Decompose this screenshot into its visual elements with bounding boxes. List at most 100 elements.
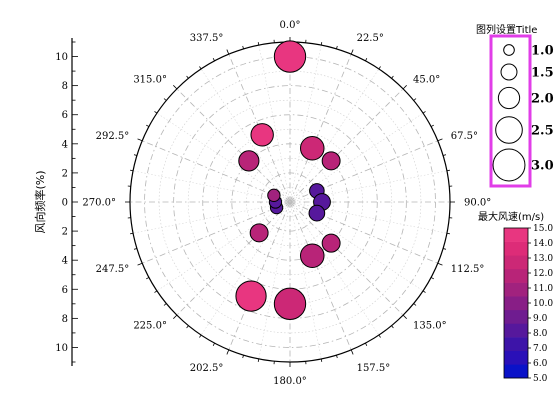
angle-tick	[437, 262, 443, 266]
colorbar-tick-label: 7.0	[533, 344, 548, 354]
data-points	[235, 40, 341, 320]
angle-label: 22.5°	[357, 33, 384, 44]
data-point	[235, 280, 267, 312]
radial-axis: 风向频率(%) 0 2 2 4 4 6 6 8 8 10 10	[33, 38, 78, 366]
radial-tick-label: 6	[62, 110, 68, 121]
angle-tick	[257, 358, 260, 362]
angle-label: 337.5°	[190, 33, 224, 44]
colorbar-segment	[504, 364, 528, 379]
y-axis-label: 风向频率(%)	[33, 170, 47, 233]
minor-spoke-line	[156, 112, 291, 203]
minor-spoke-line	[133, 201, 291, 234]
radial-tick-label: 0	[62, 198, 68, 209]
size-legend-label: 3.0	[531, 159, 554, 174]
angle-label: 225.0°	[133, 321, 167, 332]
angle-tick	[350, 49, 354, 55]
colorbar-tick-label: 13.0	[533, 254, 553, 264]
angle-label: 90.0°	[464, 198, 491, 209]
colorbar-segment	[504, 350, 528, 365]
data-point	[273, 40, 307, 73]
colorbar-tick-label: 10.0	[533, 299, 553, 309]
angle-tick	[446, 232, 450, 235]
angle-tick	[133, 154, 138, 156]
angle-tick	[336, 45, 338, 50]
angle-label: 202.5°	[190, 363, 224, 374]
radial-tick-label: 6	[62, 285, 68, 296]
angle-tick	[365, 58, 368, 62]
size-legend-label: 2.0	[531, 92, 554, 107]
spoke-line	[289, 54, 352, 203]
data-point	[273, 287, 307, 320]
minor-ring	[187, 99, 393, 305]
radial-tick-label: 4	[62, 256, 68, 267]
radial-tick-label: 2	[62, 227, 68, 238]
angle-label: 45.0°	[413, 74, 440, 85]
minor-spoke-line	[289, 201, 322, 359]
colorbar-title: 最大风速(m/s)	[478, 210, 544, 223]
angle-tick	[430, 277, 434, 280]
minor-spoke-line	[289, 201, 380, 336]
minor-spoke-line	[133, 170, 291, 203]
angle-tick	[430, 124, 434, 127]
colorbar-tick-label: 14.0	[533, 239, 553, 249]
colorbar-segment	[504, 309, 528, 324]
angle-tick	[186, 75, 189, 79]
minor-spoke-line	[289, 45, 322, 203]
angle-tick	[378, 334, 381, 338]
angle-tick	[173, 314, 178, 319]
colorbar-segment	[504, 268, 528, 283]
data-point	[267, 188, 281, 202]
size-legend-bubble	[497, 86, 521, 110]
angle-tick	[199, 334, 202, 338]
angle-tick	[391, 75, 394, 79]
colorbar-tick-label: 12.0	[533, 269, 553, 279]
radial-tick-label: 2	[62, 168, 68, 179]
angle-tick	[199, 66, 202, 70]
colorbar-tick-label: 8.0	[533, 329, 548, 339]
angle-tick	[437, 138, 443, 142]
colorbar-segment	[504, 337, 528, 352]
angle-tick	[242, 354, 244, 359]
size-legend-bubble	[503, 44, 515, 56]
minor-spoke-line	[289, 68, 380, 203]
data-point	[308, 204, 326, 222]
angle-tick	[402, 314, 407, 319]
data-point	[238, 150, 260, 172]
colorbar-segment	[504, 296, 528, 311]
colorbar: 最大风速(m/s) 15.0 14.0 13.0 12.0 11.0 10.0 9.0 8.0…	[478, 210, 553, 384]
angle-label: 0.0°	[280, 20, 301, 31]
angle-tick	[442, 248, 447, 250]
angle-label: 180.0°	[273, 376, 307, 387]
minor-spoke-line	[289, 201, 447, 234]
angle-tick	[186, 325, 189, 329]
colorbar-tick-label: 11.0	[533, 284, 553, 294]
minor-spoke-line	[289, 170, 447, 203]
angle-label: 292.5°	[96, 131, 130, 142]
angle-tick	[130, 169, 134, 172]
angle-tick	[154, 111, 158, 114]
minor-spoke-line	[289, 112, 424, 203]
colorbar-tick-label: 6.0	[533, 359, 548, 369]
minor-spoke-line	[289, 201, 424, 292]
angle-label: 247.5°	[96, 264, 130, 275]
data-point	[300, 243, 325, 269]
minor-spoke-line	[258, 45, 291, 203]
angle-tick	[130, 232, 134, 235]
colorbar-segment	[504, 282, 528, 297]
minor-spoke-line	[200, 201, 291, 336]
data-point	[250, 123, 274, 147]
radial-tick-label: 10	[55, 343, 68, 354]
minor-spoke-line	[156, 201, 291, 292]
data-point	[321, 233, 341, 253]
angle-tick	[350, 349, 354, 355]
angle-tick	[154, 290, 158, 293]
size-legend-label: 1.5	[531, 66, 554, 81]
angle-label: 112.5°	[451, 264, 485, 275]
size-legend-label: 1.0	[531, 44, 554, 59]
angle-label: 315.0°	[133, 74, 167, 85]
angle-label: 157.5°	[357, 363, 391, 374]
size-legend-bubble	[495, 116, 523, 144]
spoke-line	[176, 88, 291, 203]
radial-tick-label: 10	[55, 52, 68, 63]
angle-tick	[422, 290, 426, 293]
